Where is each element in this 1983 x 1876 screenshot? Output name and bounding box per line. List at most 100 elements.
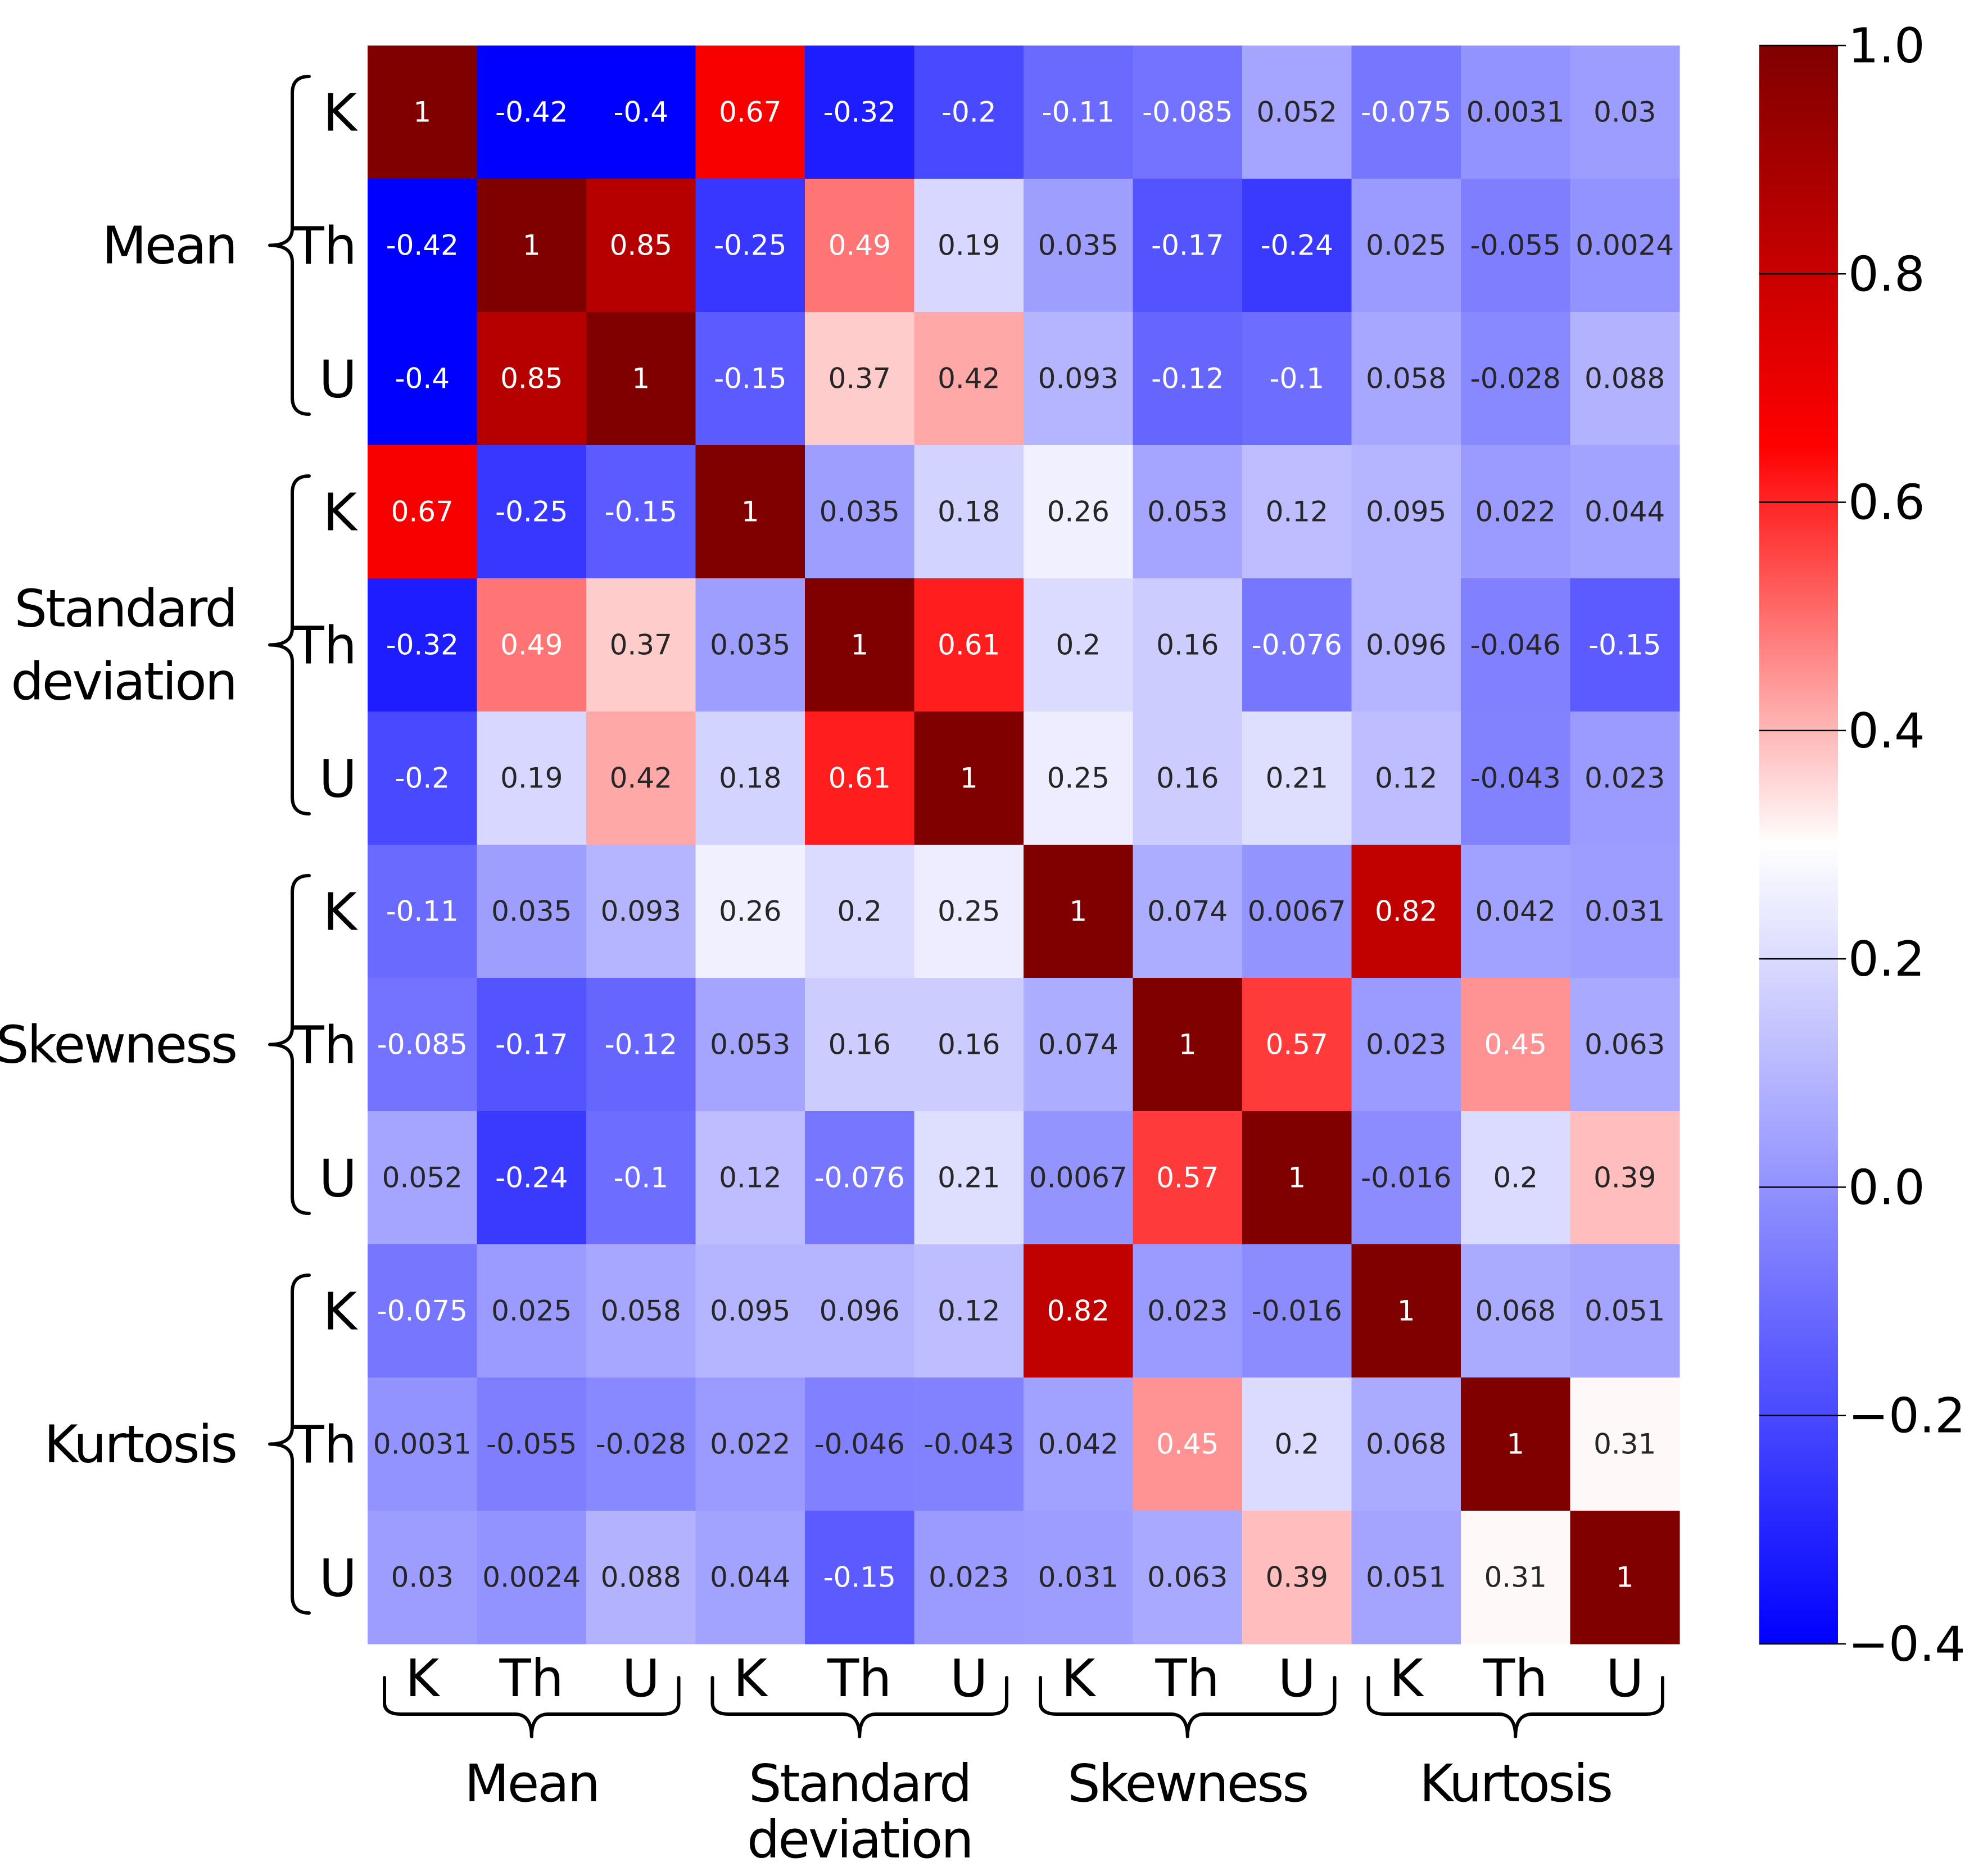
heatmap-cell <box>914 1377 1024 1511</box>
heatmap-cell <box>805 978 915 1112</box>
heatmap-cell <box>1242 578 1352 712</box>
heatmap-cell <box>695 978 805 1112</box>
heatmap-cell <box>586 46 696 179</box>
cell-value-label: 0.035 <box>1038 229 1119 262</box>
cell-value-label: 0.37 <box>610 629 672 661</box>
heatmap-cell <box>1461 978 1571 1112</box>
cell-value-label: -0.016 <box>1361 1162 1451 1194</box>
cell-value-label: 0.2 <box>837 895 882 928</box>
cell-value-label: 0.0024 <box>1575 229 1674 262</box>
cell-value-label: -0.1 <box>613 1162 668 1194</box>
cell-value-label: -0.4 <box>613 96 668 129</box>
cell-value-label: -0.076 <box>814 1162 905 1194</box>
heatmap-cell <box>914 578 1024 712</box>
col-tick-label: U <box>622 1648 660 1709</box>
heatmap-cell <box>1351 1377 1461 1511</box>
heatmap-cell <box>1570 312 1680 446</box>
cell-value-label: 0.12 <box>1375 762 1437 795</box>
cell-value-label: 0.37 <box>828 362 891 395</box>
cell-value-label: 0.45 <box>1484 1028 1547 1061</box>
heatmap-cell <box>805 845 915 978</box>
heatmap-cell <box>1024 179 1134 312</box>
cell-value-label: 0.0024 <box>482 1561 581 1594</box>
heatmap-cell <box>695 578 805 712</box>
heatmap-cell <box>1133 578 1243 712</box>
colorbar-tick-label: 1.0 <box>1848 18 1925 74</box>
cell-value-label: -0.046 <box>814 1428 905 1461</box>
heatmap-cell <box>477 312 587 446</box>
row-tick-label: K <box>323 1282 359 1342</box>
cell-value-label: 0.042 <box>1475 895 1556 928</box>
col-tick-label: K <box>1061 1648 1097 1709</box>
cell-value-label: -0.075 <box>377 1295 468 1327</box>
cell-value-label: -0.043 <box>923 1428 1014 1461</box>
col-group-brace <box>710 1676 1008 1738</box>
cell-value-label: 1 <box>632 362 650 395</box>
cell-value-label: 0.093 <box>1038 362 1119 395</box>
cell-value-label: 0.57 <box>1156 1162 1219 1194</box>
cell-value-label: 0.025 <box>491 1295 572 1327</box>
cell-value-label: -0.046 <box>1470 629 1561 661</box>
heatmap-cell <box>1351 46 1461 179</box>
cell-value-label: -0.17 <box>495 1028 568 1061</box>
cell-value-label: 0.2 <box>1056 629 1101 661</box>
heatmap-cell <box>1570 46 1680 179</box>
cell-value-label: 0.03 <box>391 1561 454 1594</box>
heatmap-cell <box>1351 179 1461 312</box>
cell-value-label: 0.096 <box>1366 629 1446 661</box>
cell-value-label: 0.074 <box>1038 1028 1119 1061</box>
cell-value-label: 0.023 <box>1584 762 1665 795</box>
cell-value-label: -0.32 <box>823 96 896 129</box>
cell-value-label: 1 <box>1288 1162 1306 1194</box>
heatmap-cell <box>1351 845 1461 978</box>
cell-value-label: 0.031 <box>1038 1561 1119 1594</box>
colorbar-tick-label: 0.4 <box>1848 703 1925 759</box>
heatmap-cell <box>1133 46 1243 179</box>
cell-value-label: 0.052 <box>382 1162 463 1194</box>
row-tick-label: Th <box>292 1415 357 1475</box>
heatmap-cell <box>368 978 478 1112</box>
heatmap-cell <box>1570 1111 1680 1245</box>
row-tick-label: Th <box>292 216 357 277</box>
heatmap-cell <box>1024 1511 1134 1644</box>
cell-value-label: -0.32 <box>386 629 459 661</box>
heatmap-cell <box>805 1111 915 1245</box>
heatmap-cell <box>1133 1111 1243 1245</box>
col-group-label: deviation <box>747 1810 972 1870</box>
heatmap-cell <box>477 1511 587 1644</box>
cell-value-label: 0.16 <box>938 1028 1000 1061</box>
heatmap-cell <box>586 1111 696 1245</box>
heatmap-cell <box>1024 1111 1134 1245</box>
heatmap-cell <box>695 312 805 446</box>
col-tick-label: U <box>1606 1648 1644 1709</box>
row-tick-label: K <box>323 882 359 942</box>
cell-value-label: 0.035 <box>820 496 900 528</box>
cell-value-label: 0.12 <box>938 1295 1000 1327</box>
heatmap-cell <box>1461 578 1571 712</box>
heatmap-cell <box>368 1244 478 1378</box>
heatmap-cell <box>1242 1511 1352 1644</box>
cell-value-label: -0.2 <box>395 762 450 795</box>
row-tick-label: U <box>319 749 357 809</box>
cell-value-label: 0.022 <box>710 1428 790 1461</box>
cell-value-label: 0.49 <box>828 229 891 262</box>
cell-value-label: 0.42 <box>938 362 1000 395</box>
cell-value-label: -0.11 <box>1042 96 1115 129</box>
cell-value-label: 0.82 <box>1375 895 1437 928</box>
heatmap-cell <box>1133 978 1243 1112</box>
heatmap-cell <box>695 46 805 179</box>
cell-value-label: 0.052 <box>1257 96 1337 129</box>
heatmap-cell <box>805 445 915 579</box>
cell-value-label: 0.61 <box>938 629 1000 661</box>
heatmap-cell <box>1242 978 1352 1112</box>
heatmap-cell <box>368 578 478 712</box>
cell-value-label: 1 <box>1506 1428 1524 1461</box>
col-group-brace <box>383 1676 681 1738</box>
heatmap-cell <box>914 445 1024 579</box>
heatmap-cell <box>1461 845 1571 978</box>
row-group-label: Standard <box>14 579 236 639</box>
heatmap-cell <box>1024 1377 1134 1511</box>
cell-value-label: -0.11 <box>386 895 459 928</box>
cell-value-label: -0.25 <box>714 229 786 262</box>
cell-value-label: 0.044 <box>1584 496 1665 528</box>
